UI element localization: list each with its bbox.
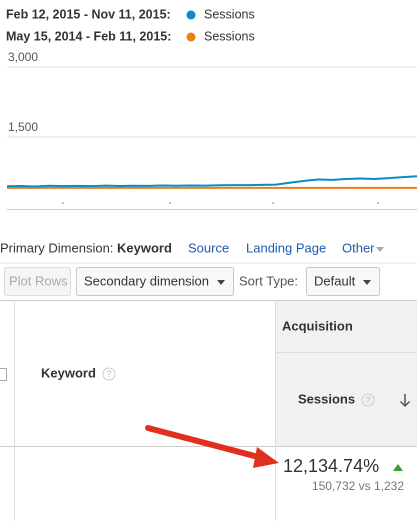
sort-type-dropdown[interactable]	[306, 267, 380, 296]
primary-dimension-label: Primary Dimension:	[0, 240, 113, 255]
help-icon[interactable]	[102, 367, 116, 381]
y-tick-label: 3,000	[8, 50, 38, 64]
sort-arrow[interactable]	[399, 394, 411, 408]
sort-type-value: Default	[314, 273, 356, 288]
y-tick-label: 1,500	[8, 120, 38, 134]
x-tick-dot	[377, 202, 379, 204]
checkbox[interactable]	[0, 368, 7, 381]
dropdown-caret	[217, 280, 225, 285]
header-cell-bg	[275, 300, 417, 446]
legend-period: Feb 12, 2015 - Nov 11, 2015:	[6, 7, 171, 21]
chart: Feb 12, 2015 - Nov 11, 2015: Sessions May …	[6, 7, 417, 210]
plot-rows-label: Plot Rows	[9, 273, 68, 288]
up-arrow	[393, 464, 403, 471]
column-header[interactable]: Keyword	[41, 365, 96, 380]
group-header: Acquisition	[282, 318, 353, 333]
secondary-dimension-label: Secondary dimension	[84, 273, 209, 288]
help-icon[interactable]	[361, 393, 375, 407]
dimension-option[interactable]: Other	[342, 240, 375, 255]
dimension-option[interactable]: Keyword	[117, 240, 172, 255]
legend-swatch	[186, 32, 196, 42]
x-tick-dot	[169, 202, 171, 204]
dropdown-caret	[363, 280, 371, 285]
dimension-option[interactable]: Landing Page	[246, 240, 326, 255]
dimension-option[interactable]: Source	[188, 240, 229, 255]
legend-period: May 15, 2014 - Feb 11, 2015:	[6, 29, 171, 43]
annotation-arrow	[145, 425, 265, 461]
help-icon-glyph: ?	[106, 369, 111, 379]
x-tick-dot	[272, 202, 274, 204]
help-icon-glyph: ?	[365, 395, 370, 405]
legend-label: Sessions	[204, 7, 255, 21]
dropdown-caret	[376, 247, 384, 252]
secondary-dimension-dropdown[interactable]	[76, 267, 234, 296]
plot-rows-button[interactable]	[4, 267, 71, 296]
legend-label: Sessions	[204, 29, 255, 43]
change-percent: 12,134.74%	[283, 456, 379, 476]
legend-swatch	[186, 10, 196, 20]
sort-type-label: Sort Type:	[239, 273, 298, 288]
series-line	[6, 175, 417, 188]
annotation-arrowhead	[253, 447, 279, 468]
comparison: 150,732 vs 1,232	[312, 479, 404, 493]
x-tick-dot	[62, 202, 64, 204]
column-header[interactable]: Sessions	[298, 391, 355, 406]
